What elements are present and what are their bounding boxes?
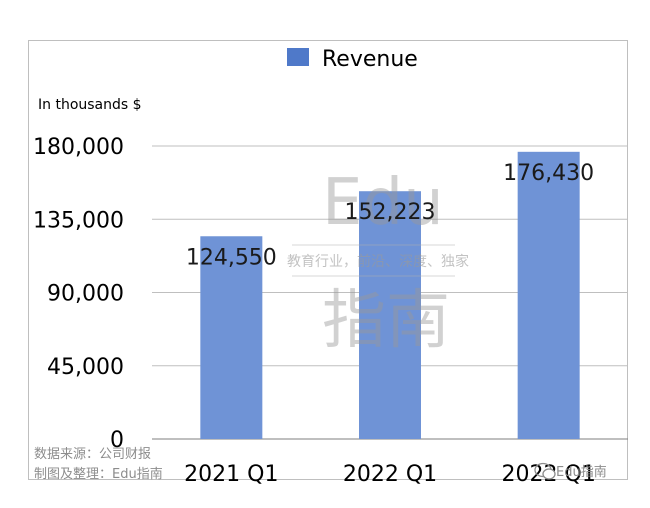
y-tick-label: 135,000 [33,208,124,233]
watermark-tagline: 教育行业，前沿、深度、独家 [287,253,469,270]
brand-badge: Edu指南 [534,462,607,480]
wechat-icon [534,462,556,480]
y-tick-label: 90,000 [47,282,124,307]
y-axis-unit-label: In thousands $ [38,97,142,113]
y-tick-label: 180,000 [33,135,124,160]
bar [517,151,580,440]
chart-frame [28,40,628,480]
x-axis-categories: 2021 Q1 2022 Q1 2022 Q1 [184,462,596,487]
source-note-line2: 制图及整理：Edu指南 [34,466,163,482]
x-category-label: 2021 Q1 [184,462,278,487]
bars [200,151,580,440]
bar [200,236,263,439]
watermark-latin: Edu [322,166,444,240]
x-category-label: 2022 Q1 [343,462,437,487]
source-note-line1: 数据来源：公司财报 [34,447,151,462]
data-label: 152,223 [345,200,436,225]
bar [359,191,421,439]
y-tick-label: 45,000 [47,355,124,380]
data-labels: 124,550 152,223 176,430 [186,161,594,270]
brand-badge-text: Edu指南 [556,464,607,480]
data-label: 176,430 [503,161,594,186]
watermark: Edu 教育行业，前沿、深度、独家 指南 [287,166,469,358]
y-axis-ticks: 0 45,000 90,000 135,000 180,000 [33,135,124,453]
legend-swatch [287,48,309,66]
data-label: 124,550 [186,245,277,270]
legend-label: Revenue [322,47,418,72]
legend: Revenue [287,47,418,72]
watermark-cjk: 指南 [322,284,450,358]
y-tick-label: 0 [110,428,124,453]
